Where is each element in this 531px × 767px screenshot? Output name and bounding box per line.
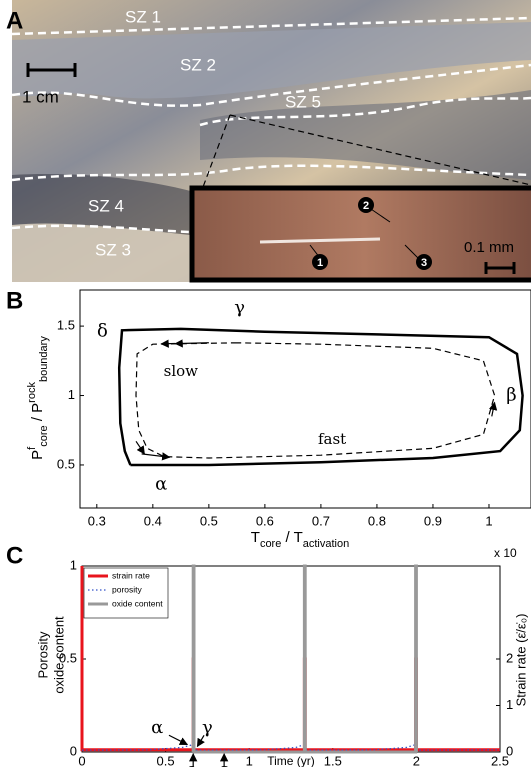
- x-axis-label: Time (yr): [267, 754, 315, 767]
- zone-label: SZ 2: [180, 55, 216, 74]
- y-tick-label: 0: [70, 743, 77, 758]
- arrow: [169, 735, 187, 744]
- y2-tick-label: 1: [506, 697, 513, 712]
- point-label: 3: [421, 257, 427, 269]
- x-tick-label: 1: [246, 753, 253, 767]
- data-line: [82, 613, 500, 751]
- x-tick-label: 0.4: [144, 513, 162, 528]
- annotation: α: [155, 473, 167, 494]
- zone-label: SZ 5: [285, 92, 321, 111]
- y-axis-label: Porosity: [35, 631, 50, 678]
- data-line: [193, 566, 416, 752]
- zone-label: SZ 1: [125, 7, 161, 26]
- annotation: fast: [318, 430, 346, 448]
- arrow: [197, 735, 204, 746]
- legend-label: porosity: [112, 584, 143, 594]
- y2-tick-label: 0: [506, 743, 513, 758]
- y-axis-label: oxide content: [51, 616, 66, 694]
- plot-frame: [80, 290, 531, 508]
- axis-label: Tcore / Tactivation: [251, 529, 349, 550]
- x-tick-label: 0.7: [312, 513, 330, 528]
- y2-axis-label: Strain rate (ε̇/ε̇₀): [513, 614, 528, 707]
- annotation: γ: [202, 717, 213, 738]
- legend-label: oxide content: [112, 598, 163, 608]
- zone-label: SZ 3: [95, 240, 131, 259]
- x-tick-label: 0: [78, 753, 85, 767]
- axis-label-part: core: [260, 538, 281, 550]
- axis-label-part: f: [26, 446, 38, 450]
- annotation: slow: [164, 362, 199, 380]
- panel-label: C: [6, 542, 23, 569]
- scale-label: 1 cm: [22, 87, 59, 106]
- panel-label: A: [6, 7, 23, 34]
- scale-label: 0.1 mm: [464, 239, 514, 256]
- axis-label-part: rock: [26, 382, 38, 403]
- arrow: [136, 441, 144, 453]
- x-tick-label: 2: [413, 753, 420, 767]
- axis-label-part: core: [38, 425, 50, 446]
- axis-label-part: T: [251, 529, 260, 546]
- axis-label-part: / P: [29, 403, 46, 426]
- x-tick-label: 0.6: [256, 513, 274, 528]
- x-tick-label: 0.3: [88, 513, 106, 528]
- axis-label-part: boundary: [38, 336, 50, 382]
- y-tick-label: 1.5: [57, 318, 75, 333]
- x-tick-label: 0.9: [424, 513, 442, 528]
- point-label: 1: [317, 257, 323, 269]
- data-line: [136, 343, 495, 458]
- photo: [12, 0, 531, 282]
- point-label: 2: [363, 200, 369, 212]
- axis-label-part: activation: [303, 538, 349, 550]
- x-tick-label: 1.5: [324, 753, 342, 767]
- y2-tick-label: 2: [506, 650, 513, 665]
- x-tick-label: 0.5: [157, 753, 175, 767]
- axis-label-part: P: [29, 450, 46, 460]
- axis-label: Pfcore / Prockboundary: [26, 336, 50, 460]
- annotation: β: [506, 385, 516, 406]
- y2-offset: x 10: [494, 546, 517, 560]
- axis-label-part: / T: [281, 529, 302, 546]
- x-tick-label: 1: [485, 513, 492, 528]
- x-tick-label: 0.5: [200, 513, 218, 528]
- arrow: [175, 343, 209, 344]
- y-tick-label: 0.5: [57, 456, 75, 471]
- x-tick-label: 0.8: [368, 513, 386, 528]
- annotation: δ: [97, 321, 108, 342]
- zone-label: SZ 4: [88, 196, 124, 215]
- annotation: α: [151, 717, 163, 738]
- legend-label: strain rate: [112, 570, 150, 580]
- figure: A SZ 1 SZ 2 SZ 5 SZ 4 SZ 3 1 cm 0.1 mm 1…: [0, 0, 531, 767]
- y-tick-label: 1: [68, 387, 75, 402]
- annotation: γ: [234, 297, 245, 318]
- panel-label: B: [6, 287, 23, 314]
- arrow: [142, 454, 170, 457]
- annotation: β: [187, 763, 197, 767]
- y-tick-label: 1: [70, 557, 77, 572]
